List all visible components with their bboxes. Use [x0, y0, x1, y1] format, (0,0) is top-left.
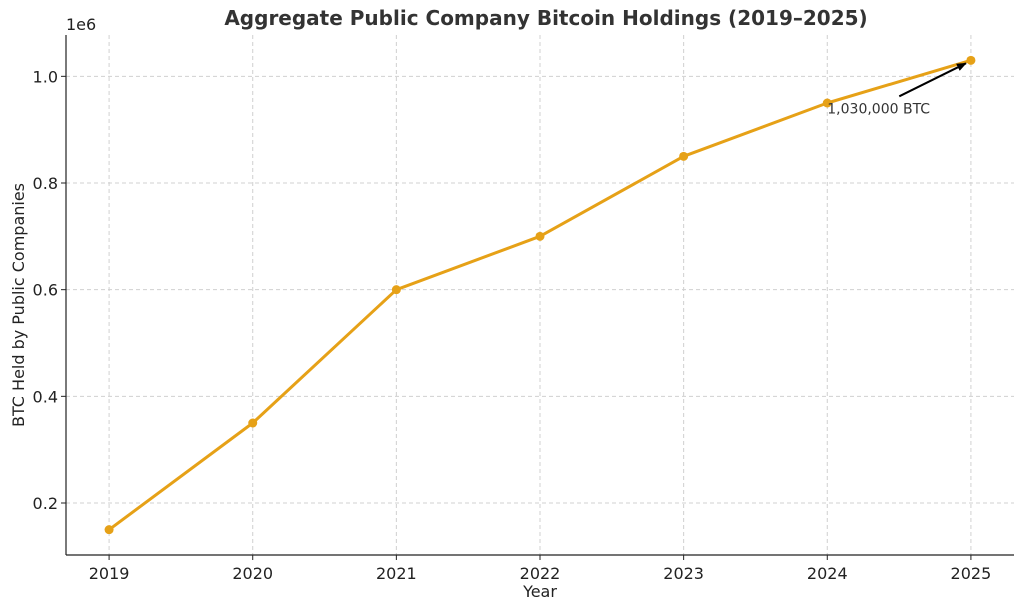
x-tick-label: 2022 [520, 564, 561, 583]
x-tick-label: 2023 [663, 564, 704, 583]
y-tick-label: 0.6 [33, 281, 58, 300]
y-axis-offset-label: 1e6 [66, 15, 96, 34]
data-point [391, 285, 401, 295]
y-tick-label: 1.0 [33, 67, 58, 86]
y-tick-label: 0.8 [33, 174, 58, 193]
x-tick-label: 2019 [89, 564, 130, 583]
data-point [822, 98, 832, 108]
y-tick-label: 0.2 [33, 494, 58, 513]
chart-title: Aggregate Public Company Bitcoin Holding… [224, 6, 867, 30]
data-point [535, 231, 545, 241]
data-point [104, 525, 114, 535]
x-tick-label: 2025 [951, 564, 992, 583]
annotation-label: 1,030,000 BTC [827, 101, 930, 117]
grid [66, 35, 1014, 555]
axes: 2019 2020 2021 2022 2023 2024 2025 0.2 0.4 0.6 0.8… [33, 35, 1014, 583]
x-tick-label: 2024 [807, 564, 848, 583]
y-tick-label: 0.4 [33, 387, 58, 406]
x-tick-label: 2021 [376, 564, 417, 583]
data-point [966, 55, 976, 65]
data-point [248, 418, 258, 428]
y-axis-label: BTC Held by Public Companies [9, 183, 28, 427]
annotation-arrow [898, 62, 967, 98]
data-point [679, 151, 689, 161]
x-axis-label: Year [522, 582, 557, 601]
annotations: 1,030,000 BTC [827, 62, 967, 117]
x-tick-label: 2020 [232, 564, 273, 583]
series [104, 55, 976, 535]
